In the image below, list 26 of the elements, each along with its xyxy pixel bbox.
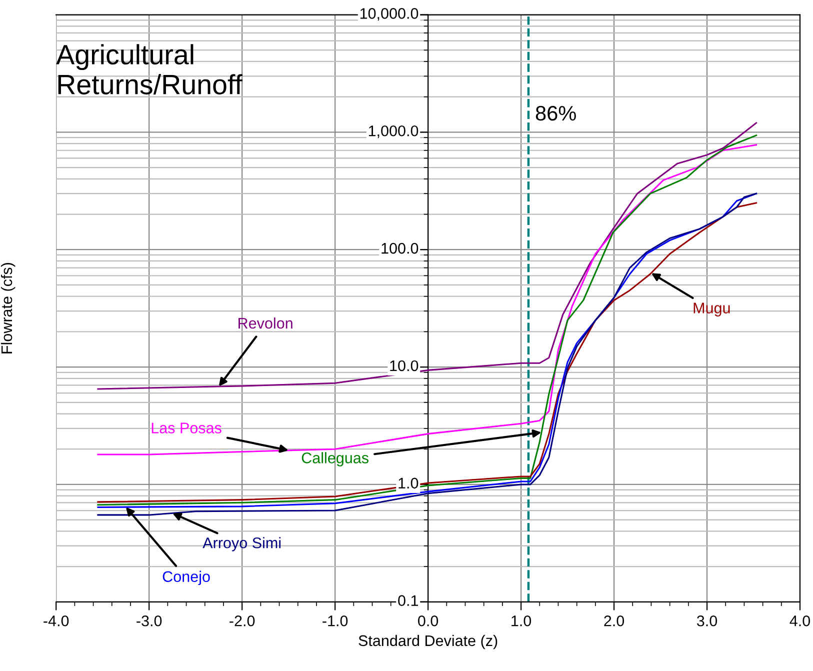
x-tick-label: 1.0 [512,615,532,626]
x-tick-label: 3.0 [696,615,718,626]
y-tick-label: 0.1 [398,595,418,606]
series-label: Las Posas [152,422,222,434]
text: Agricultural Returns/Runoff [56,44,242,94]
y-tick-label: 10.0 [390,360,418,372]
y-tick-label: 100.0 [382,242,418,254]
x-tick-label: 4.0 [790,615,810,626]
annotation: 86% [536,106,576,121]
x-tick-label: 0.0 [418,615,438,626]
x-tick-label: -1.0 [322,615,348,626]
series-label: Calleguas [302,452,368,466]
y-tick-label: 1.0 [398,478,418,489]
y-axis-title: Flowrate (cfs) [0,263,16,354]
x-axis-title: Standard Deviate (z) [358,634,498,650]
series-label: Arroyo Simi [202,537,281,552]
y-tick-label: 1,000.0 [368,125,418,138]
text: Revolon [238,317,292,329]
x-tick-label: -2.0 [230,615,255,626]
text: Mugu [694,302,730,316]
text: Conejo [162,570,210,586]
x-tick-label: -3.0 [136,615,162,626]
x-tick-label: -4.0 [44,615,69,626]
x-tick-label: 2.0 [604,615,624,626]
y-tick-label: 10,000.0 [360,8,418,21]
line-series [97,122,758,390]
